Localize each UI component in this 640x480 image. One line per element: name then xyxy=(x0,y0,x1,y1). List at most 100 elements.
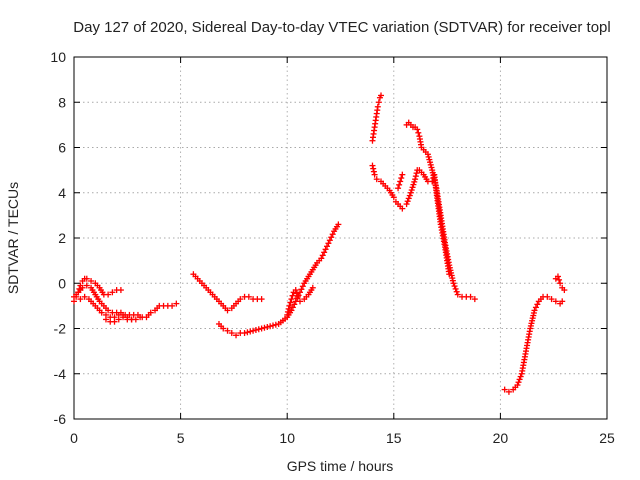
data-point-track5 xyxy=(258,296,265,303)
data-point-track5 xyxy=(237,296,244,303)
x-tick-label: 0 xyxy=(70,430,78,446)
data-point-track10 xyxy=(399,171,406,178)
data-point-track5 xyxy=(245,293,252,300)
data-point-track12 xyxy=(413,170,420,177)
data-point-track6 xyxy=(329,231,336,238)
data-point-track6 xyxy=(328,234,335,241)
data-point-track7 xyxy=(288,296,295,303)
data-point-track9 xyxy=(369,162,376,169)
data-point-track2 xyxy=(105,307,112,314)
data-point-track6 xyxy=(335,221,342,228)
data-point-track12 xyxy=(407,189,414,196)
data-point-track1 xyxy=(109,289,116,296)
data-point-track12 xyxy=(404,198,411,205)
data-point-track13 xyxy=(514,382,521,389)
data-point-track14 xyxy=(557,280,564,287)
data-point-track6 xyxy=(224,327,231,334)
data-point-track7 xyxy=(293,290,300,297)
data-point-track8 xyxy=(378,92,385,99)
data-point-track4 xyxy=(137,314,144,321)
data-point-track7 xyxy=(296,298,303,305)
y-tick-label: -2 xyxy=(54,321,67,337)
data-point-track10 xyxy=(398,175,405,182)
data-point-track14 xyxy=(554,273,561,280)
data-point-track7 xyxy=(289,292,296,299)
data-point-track6 xyxy=(247,328,254,335)
data-points xyxy=(71,92,568,395)
data-point-track12 xyxy=(405,195,412,202)
data-point-track7 xyxy=(292,287,299,294)
data-point-track13 xyxy=(559,298,566,305)
data-point-track6 xyxy=(220,325,227,332)
data-point-track2 xyxy=(173,300,180,307)
data-point-track4 xyxy=(120,314,127,321)
y-tick-label: 6 xyxy=(58,140,66,156)
data-point-track13 xyxy=(505,388,512,395)
y-tick-label: 10 xyxy=(50,49,66,65)
data-point-track12 xyxy=(412,176,419,183)
data-point-track6 xyxy=(250,327,257,334)
data-point-track11 xyxy=(450,280,457,287)
data-point-track1 xyxy=(88,277,95,284)
x-tick-label: 10 xyxy=(279,430,295,446)
data-point-track1 xyxy=(105,291,112,298)
data-point-track11 xyxy=(467,293,474,300)
data-point-track14 xyxy=(561,287,568,294)
data-point-track6 xyxy=(321,249,328,256)
data-point-track6 xyxy=(325,240,332,247)
data-point-track12 xyxy=(406,192,413,199)
data-point-track6 xyxy=(267,323,274,330)
data-point-track11 xyxy=(415,129,422,136)
data-point-track7 xyxy=(284,308,291,315)
x-tick-label: 25 xyxy=(599,430,615,446)
data-point-track13 xyxy=(544,293,551,300)
data-point-track3 xyxy=(77,296,84,303)
y-axis-label: SDTVAR / TECUs xyxy=(5,182,21,294)
data-point-track6 xyxy=(261,324,268,331)
data-point-track9 xyxy=(371,171,378,178)
data-point-track12 xyxy=(411,178,418,185)
data-point-track13 xyxy=(515,379,522,386)
data-point-track10 xyxy=(395,185,402,192)
data-point-track6 xyxy=(318,255,325,262)
data-point-track6 xyxy=(255,326,262,333)
data-point-track12 xyxy=(446,271,453,278)
data-point-track11 xyxy=(414,126,421,133)
data-point-track6 xyxy=(322,246,329,253)
data-point-track10 xyxy=(397,178,404,185)
data-point-track11 xyxy=(454,291,461,298)
data-point-track2 xyxy=(169,302,176,309)
y-tick-label: 8 xyxy=(58,94,66,110)
data-point-track6 xyxy=(319,252,326,259)
data-point-track6 xyxy=(269,322,276,329)
x-tick-label: 5 xyxy=(177,430,185,446)
data-point-track10 xyxy=(396,181,403,188)
tick-layer: 0 5 10 15 20 25 -6 -4 -2 0 2 4 6 8 10 xyxy=(50,49,615,446)
data-point-track14 xyxy=(556,276,563,283)
data-point-track13 xyxy=(516,376,523,383)
data-point-track1 xyxy=(83,275,90,282)
data-point-track1 xyxy=(117,287,124,294)
data-point-track13 xyxy=(534,301,541,308)
data-point-track6 xyxy=(298,286,305,293)
data-point-track6 xyxy=(289,304,296,311)
data-point-track6 xyxy=(323,243,330,250)
data-point-track6 xyxy=(326,237,333,244)
data-point-track6 xyxy=(296,289,303,296)
x-axis-label: GPS time / hours xyxy=(287,458,394,474)
y-tick-label: -4 xyxy=(54,366,67,382)
data-point-track6 xyxy=(264,323,271,330)
data-point-track9 xyxy=(373,176,380,183)
x-tick-label: 20 xyxy=(493,430,509,446)
data-point-track2 xyxy=(83,282,90,289)
data-point-track6 xyxy=(228,330,235,337)
y-tick-label: 4 xyxy=(58,185,66,201)
data-point-track13 xyxy=(552,298,559,305)
data-point-track6 xyxy=(241,330,248,337)
data-point-track13 xyxy=(501,386,508,393)
plot-frame xyxy=(73,56,608,420)
data-point-track6 xyxy=(258,325,265,332)
y-tick-label: -6 xyxy=(54,411,67,427)
data-point-track7 xyxy=(284,311,291,318)
